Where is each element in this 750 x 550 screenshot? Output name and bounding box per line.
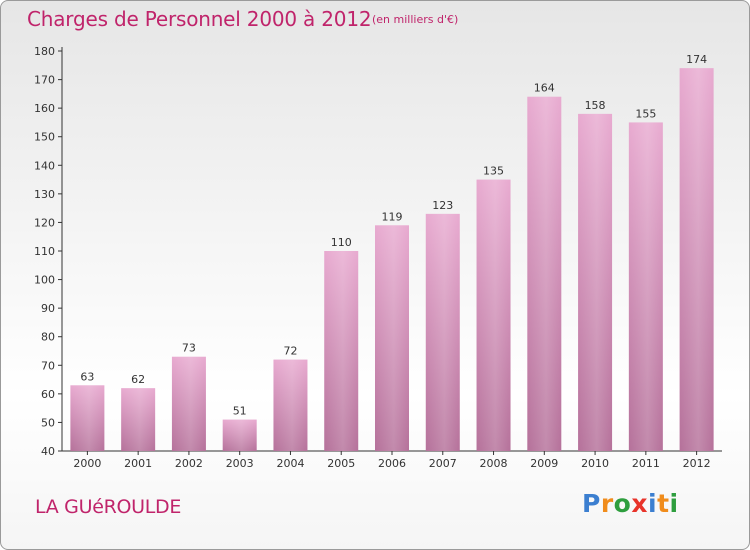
y-tick-label: 90 (41, 302, 55, 315)
bar-shine (121, 388, 156, 451)
x-tick-label: 2005 (327, 457, 355, 470)
data-label: 73 (182, 342, 196, 355)
y-tick-label: 140 (34, 159, 55, 172)
data-labels: 63 62 73 51 72 110 119 123 135 164 158 155 174 (80, 53, 707, 417)
y-tick-label: 100 (34, 274, 55, 287)
x-tick-label: 2001 (124, 457, 152, 470)
x-tick-label: 2003 (226, 457, 254, 470)
data-label: 119 (382, 210, 403, 223)
x-tick-label: 2000 (73, 457, 101, 470)
bar-shine (527, 96, 562, 451)
data-label: 72 (283, 345, 297, 358)
y-tick-label: 160 (34, 102, 55, 115)
chart-title: Charges de Personnel 2000 à 2012 (27, 7, 372, 31)
bar-shine (171, 356, 206, 451)
commune-name: LA GUéROULDE (35, 496, 182, 518)
x-tick-label: 2012 (683, 457, 711, 470)
bar-shine (70, 385, 105, 451)
x-tick-label: 2007 (429, 457, 457, 470)
data-label: 123 (432, 199, 453, 212)
logo-letter: x (631, 489, 648, 518)
y-tick-label: 150 (34, 131, 55, 144)
x-tick-label: 2004 (276, 457, 304, 470)
proxiti-logo[interactable]: Proxiti (582, 489, 679, 518)
data-label: 62 (131, 373, 145, 386)
y-tick-label: 70 (41, 359, 55, 372)
y-tick-label: 170 (34, 74, 55, 87)
y-tick-label: 120 (34, 216, 55, 229)
data-label: 155 (635, 107, 656, 120)
data-label: 51 (233, 405, 247, 418)
bar-shine (628, 122, 663, 451)
y-tick-label: 130 (34, 188, 55, 201)
x-tick-label: 2011 (632, 457, 660, 470)
bar-shine (425, 213, 460, 451)
logo-letter: o (613, 489, 632, 518)
bar-shine (222, 419, 257, 451)
y-tick-label: 80 (41, 331, 55, 344)
bar-shine (273, 359, 308, 451)
data-label: 164 (534, 82, 555, 95)
y-tick-label: 60 (41, 388, 55, 401)
bar-shine (324, 251, 359, 451)
logo-letter: i (648, 489, 658, 518)
y-tick-label: 180 (34, 45, 55, 58)
logo-letter: r (600, 489, 614, 518)
logo-letter: t (657, 489, 670, 518)
bars (70, 68, 714, 452)
x-tick-label: 2008 (480, 457, 508, 470)
bar-shine (578, 113, 613, 451)
y-tick-label: 50 (41, 416, 55, 429)
data-label: 110 (331, 236, 352, 249)
bar-shine (476, 179, 511, 452)
data-label: 174 (686, 53, 707, 66)
x-tick-label: 2006 (378, 457, 406, 470)
x-tick-label: 2009 (530, 457, 558, 470)
y-tick-label: 40 (41, 445, 55, 458)
data-label: 63 (80, 370, 94, 383)
x-tick-label: 2002 (175, 457, 203, 470)
axes: 40 50 60 70 80 90 100 110 120 130 140 150 160 170 180 2… (34, 45, 722, 470)
y-tick-label: 110 (34, 245, 55, 258)
bar-shine (679, 68, 714, 452)
data-label: 135 (483, 165, 504, 178)
bar-shine (375, 225, 409, 451)
logo-letter: i (669, 489, 679, 518)
x-tick-label: 2010 (581, 457, 609, 470)
logo-letter: P (582, 489, 601, 518)
chart-subtitle: (en milliers d'€) (372, 13, 459, 26)
data-label: 158 (585, 99, 606, 112)
